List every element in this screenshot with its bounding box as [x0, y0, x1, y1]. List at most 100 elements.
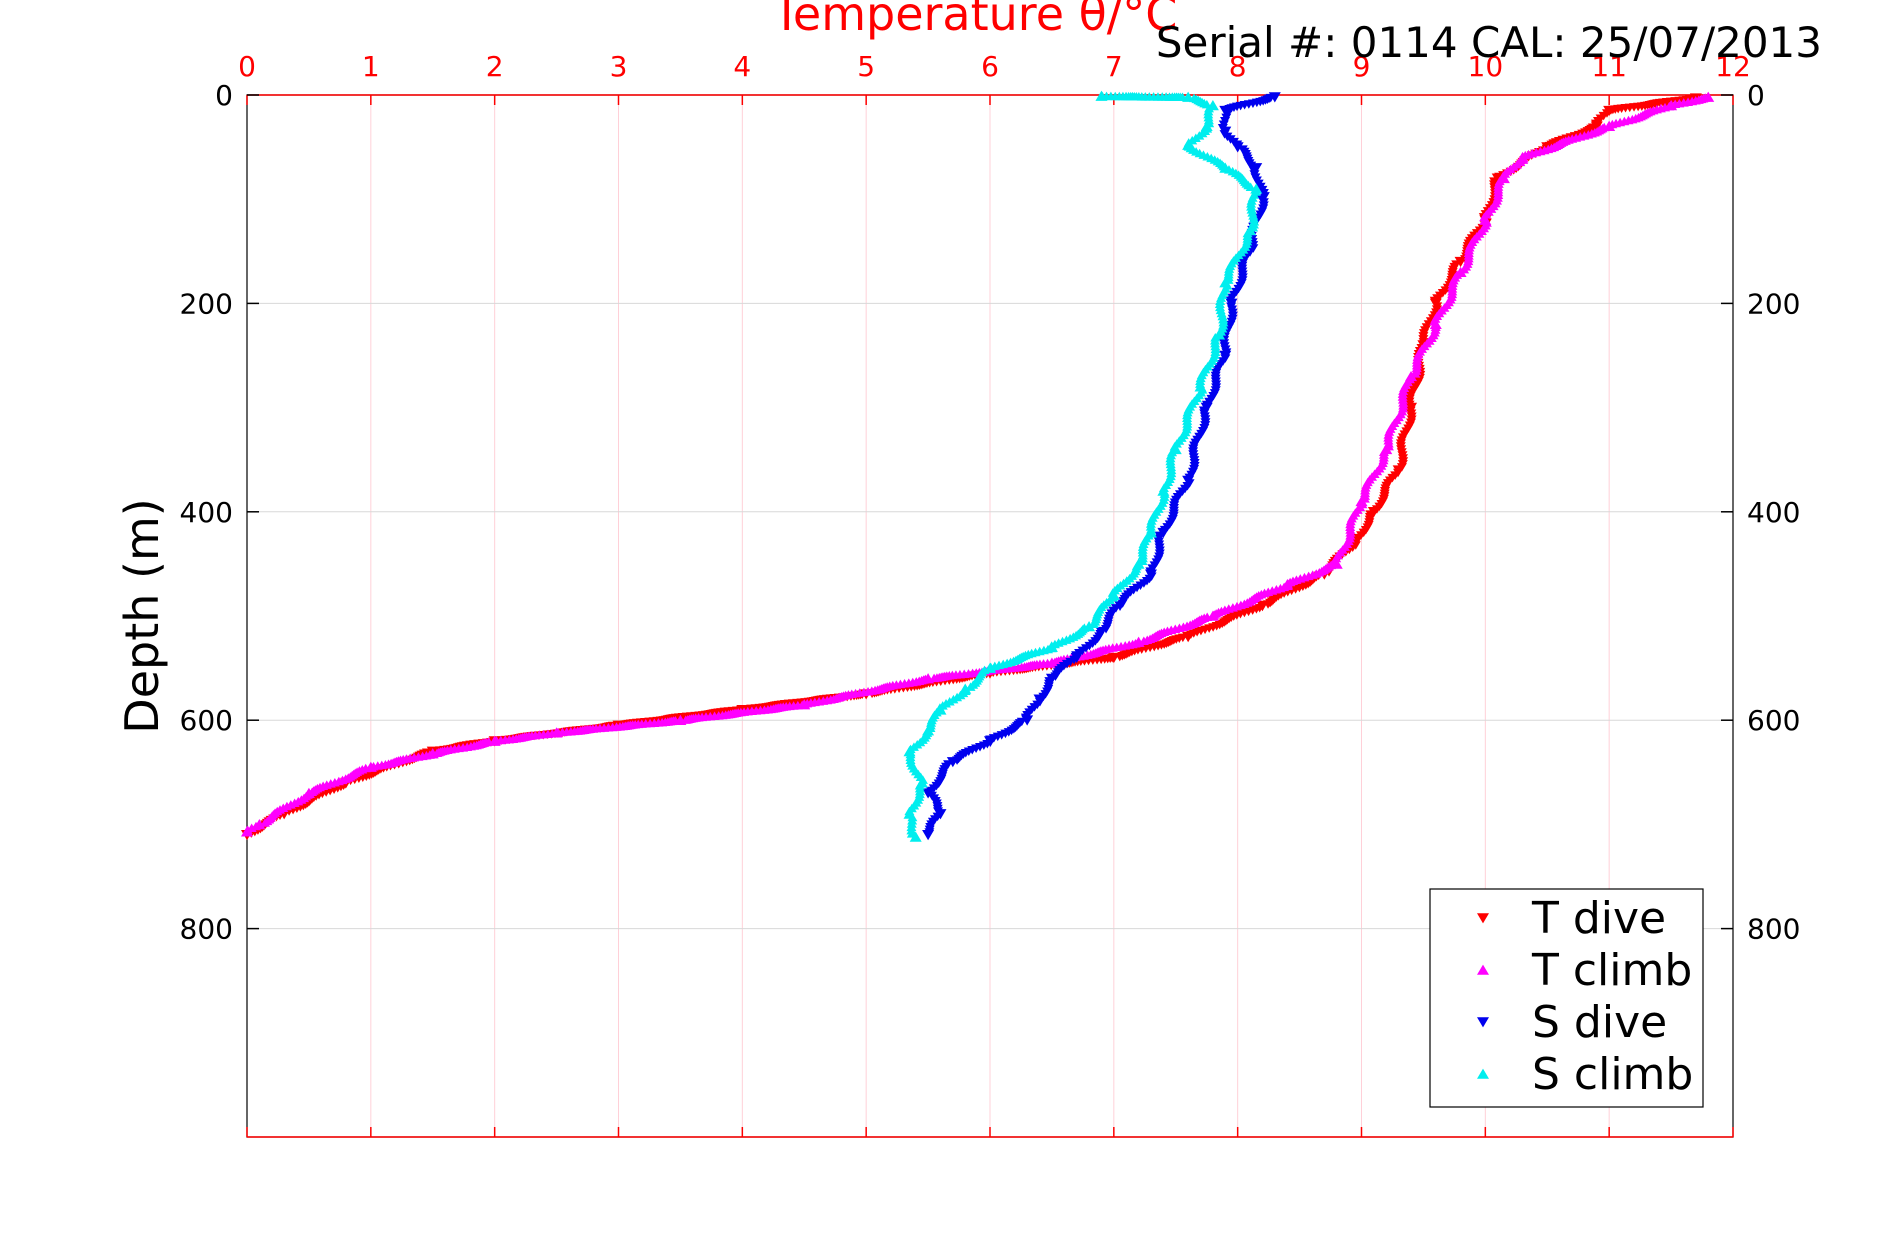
data-point	[1206, 100, 1219, 111]
data-point	[1479, 214, 1492, 225]
data-point	[922, 725, 935, 736]
data-point	[1392, 465, 1405, 476]
data-point	[1665, 100, 1678, 111]
x-tick-label: 6	[981, 50, 999, 83]
data-point	[1516, 152, 1529, 163]
data-point	[1219, 105, 1232, 117]
data-point	[1213, 329, 1226, 340]
data-point	[1107, 589, 1120, 600]
chart-subtitle: Serial #: 0114 CAL: 25/07/2013	[1156, 18, 1822, 67]
data-point	[1429, 318, 1442, 330]
data-point	[1231, 142, 1244, 153]
x-tick-label: 12	[1715, 50, 1751, 83]
data-point	[253, 819, 266, 830]
data-point	[1095, 626, 1108, 638]
data-point	[1021, 715, 1034, 726]
data-point	[488, 735, 501, 746]
x-tick-label: 9	[1353, 50, 1371, 83]
data-point	[1083, 621, 1096, 632]
data-point	[1206, 610, 1219, 621]
x-tick-label: 11	[1591, 50, 1627, 83]
x-tick-label: 7	[1105, 50, 1123, 83]
y-tick-label-right: 800	[1747, 913, 1800, 946]
data-point	[1603, 105, 1616, 117]
data-point	[1429, 298, 1442, 309]
data-point	[798, 699, 811, 710]
data-point	[1182, 91, 1195, 102]
data-point	[1367, 507, 1380, 518]
data-point	[1182, 475, 1195, 486]
y-tick-label-right: 200	[1747, 287, 1800, 320]
data-point	[736, 704, 749, 716]
data-point	[426, 748, 439, 759]
data-point	[1330, 558, 1343, 569]
data-point	[1256, 194, 1269, 205]
data-point	[915, 777, 928, 788]
x-tick-label: 10	[1468, 50, 1504, 83]
data-point	[1157, 485, 1170, 496]
x-tick-label: 3	[610, 50, 628, 83]
legend-label: T dive	[1531, 893, 1666, 944]
data-point	[934, 809, 947, 820]
legend-marker	[1477, 1017, 1489, 1028]
y-tick-label-left: 800	[180, 913, 233, 946]
data-point	[1107, 652, 1120, 664]
y-tick-label-right: 400	[1747, 496, 1800, 529]
data-point	[1219, 277, 1232, 288]
data-point	[903, 746, 916, 757]
data-point	[674, 714, 687, 725]
x-tick-label: 2	[486, 50, 504, 83]
data-point	[1603, 120, 1616, 132]
chart-title: Temperature θ/°C	[772, 0, 1178, 41]
data-point	[909, 831, 922, 842]
data-point	[1194, 381, 1207, 392]
data-point	[1454, 256, 1467, 268]
data-point	[1225, 298, 1238, 309]
data-point	[1132, 636, 1145, 647]
x-tick-label: 8	[1229, 50, 1247, 83]
data-point	[364, 761, 377, 772]
series-t-dive	[241, 93, 1702, 841]
data-point	[1132, 558, 1145, 569]
data-point	[1590, 121, 1603, 132]
y-tick-label-right: 600	[1747, 704, 1800, 737]
data-point	[1256, 600, 1269, 611]
data-point	[1355, 495, 1368, 507]
series-s-climb	[903, 90, 1263, 842]
data-point	[1454, 266, 1467, 277]
data-point	[1702, 91, 1715, 102]
data-point	[1045, 657, 1058, 668]
x-tick-label: 5	[857, 50, 875, 83]
data-point	[1157, 527, 1170, 539]
data-point	[1219, 126, 1232, 137]
data-point	[984, 662, 996, 673]
x-tick-label: 1	[362, 50, 380, 83]
series-s-dive	[922, 92, 1281, 841]
data-point	[922, 673, 935, 684]
data-point	[241, 826, 253, 837]
data-point	[1244, 225, 1257, 236]
data-point	[1114, 600, 1127, 611]
y-tick-label-left: 200	[180, 287, 233, 320]
data-point	[1095, 90, 1108, 101]
y-tick-label-right: 0	[1747, 79, 1765, 112]
y-tick-label-left: 0	[215, 79, 233, 112]
data-point	[1182, 632, 1195, 643]
data-point	[1200, 402, 1213, 413]
legend-label: S dive	[1532, 997, 1667, 1048]
data-point	[1200, 120, 1213, 132]
data-point	[1182, 139, 1195, 150]
data-point	[922, 788, 935, 799]
data-point	[946, 757, 959, 768]
data-point	[1405, 370, 1418, 382]
y-axis-label: Depth (m)	[115, 498, 169, 733]
data-point	[903, 808, 916, 819]
data-point	[1219, 350, 1232, 361]
x-tick-label: 4	[733, 50, 751, 83]
legend-marker	[1477, 964, 1489, 975]
data-point	[1250, 163, 1263, 174]
series-t-climb	[241, 91, 1715, 837]
